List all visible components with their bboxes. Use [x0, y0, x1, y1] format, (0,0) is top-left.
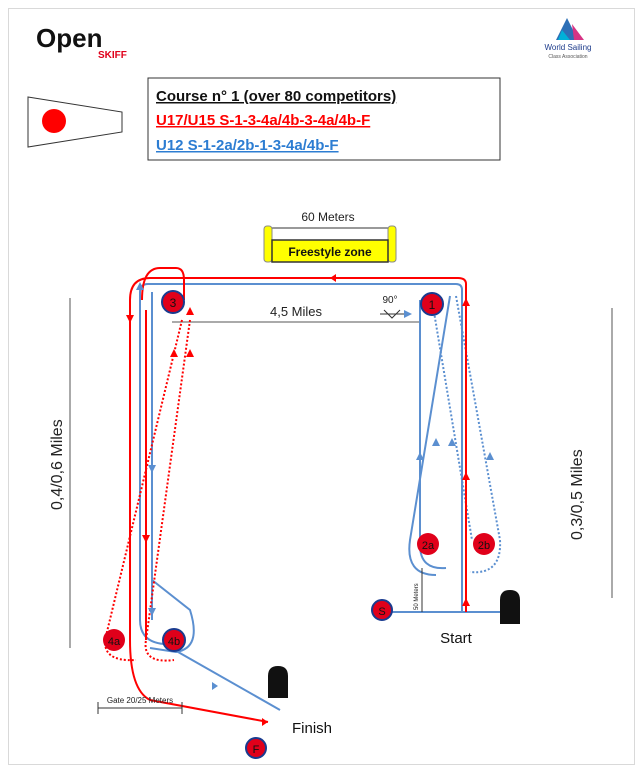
svg-text:Gate 20/25 Meters: Gate 20/25 Meters — [107, 696, 173, 705]
course-red-line: U17/U15 S-1-3-4a/4b-3-4a/4b-F — [156, 112, 370, 129]
svg-text:4a: 4a — [108, 636, 121, 648]
start-offset: 50 Meters — [414, 568, 423, 612]
right-distance-label: 0,3/0,5 Miles — [569, 449, 586, 540]
partner-line2: Class Association — [548, 54, 587, 60]
mark-4b: 4b — [162, 628, 186, 652]
logo-brand: Open — [36, 23, 102, 53]
svg-text:4b: 4b — [168, 636, 180, 648]
svg-text:3: 3 — [170, 296, 177, 310]
start-boat-icon — [500, 590, 520, 624]
mark-finish: F — [245, 737, 267, 759]
svg-text:2a: 2a — [422, 540, 435, 552]
world-sailing-logo: World Sailing Class Association — [545, 18, 592, 60]
mark-2a: 2a — [417, 533, 439, 555]
mark-3: 3 — [161, 290, 185, 314]
width-top-label: 60 Meters — [301, 210, 354, 224]
distance-lines: 0,4/0,6 Miles 0,3/0,5 Miles 4,5 Miles 90… — [49, 295, 613, 648]
logo-sub: SKIFF — [98, 50, 127, 61]
left-distance-label: 0,4/0,6 Miles — [49, 419, 66, 510]
freestyle-label: Freestyle zone — [288, 245, 372, 259]
course-box: Course n° 1 (over 80 competitors) U17/U1… — [147, 77, 501, 161]
mark-4a: 4a — [103, 629, 125, 651]
gate-width: Gate 20/25 Meters — [97, 696, 183, 714]
svg-text:F: F — [253, 744, 260, 756]
course-blue-line: U12 S-1-2a/2b-1-3-4a/4b-F — [156, 137, 339, 154]
mark-1: 1 — [420, 292, 444, 316]
leg-distance-label: 4,5 Miles — [270, 304, 323, 319]
finish-label: Finish — [292, 720, 332, 737]
mark-2b: 2b — [473, 533, 495, 555]
width-60m: 60 Meters — [268, 210, 392, 229]
angle-label: 90° — [382, 295, 397, 306]
partner-line1: World Sailing — [545, 43, 592, 52]
course-title: Course n° 1 (over 80 competitors) — [156, 88, 396, 105]
svg-text:S: S — [378, 606, 385, 618]
course-flag-icon — [27, 96, 123, 148]
svg-text:50 Meters: 50 Meters — [414, 583, 420, 610]
finish-boat-icon — [268, 666, 288, 698]
start-label: Start — [440, 630, 473, 647]
mark-start: S — [371, 599, 393, 621]
route-arrows — [126, 274, 494, 726]
svg-text:1: 1 — [429, 298, 436, 312]
svg-text:2b: 2b — [478, 540, 490, 552]
freestyle-zone: Freestyle zone — [263, 225, 397, 263]
red-route — [104, 267, 467, 723]
open-skiff-logo: Open SKIFF — [36, 23, 127, 61]
